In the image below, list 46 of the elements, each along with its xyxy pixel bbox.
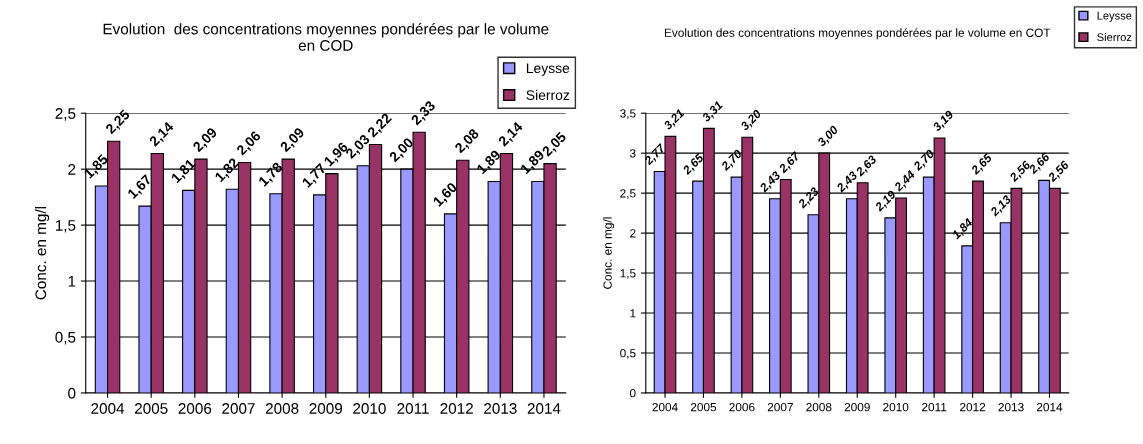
- x-tick-label: 2008: [806, 402, 832, 412]
- y-tick-label: 0,5: [55, 331, 76, 345]
- data-label: 1,81: [170, 158, 198, 185]
- chart-title: Evolution des concentrations moyennes pondérées par le volume en COD: [103, 23, 549, 51]
- x-tick-label: 2005: [690, 402, 717, 412]
- x-tick-label: 2010: [883, 402, 909, 412]
- x-tick-label: 2011: [922, 402, 947, 412]
- data-label: 3,20: [739, 108, 764, 133]
- y-tick-label: 2,5: [620, 189, 636, 199]
- legend-label: Sierroz: [1097, 32, 1132, 42]
- y-tick-label: 0: [629, 388, 636, 398]
- y-tick-label: 2: [630, 229, 636, 238]
- x-tick-label: 2013: [484, 403, 517, 414]
- x-tick-label: 2006: [178, 403, 212, 414]
- chart-title: Evolution des concentrations moyennes pondérées par le volume en COT: [664, 28, 1051, 40]
- y-tick-label: 1: [68, 276, 76, 287]
- y-tick-label: 3,5: [620, 109, 636, 120]
- y-tick-label: 0: [68, 387, 76, 399]
- x-tick-label: 2010: [353, 403, 386, 414]
- x-tick-label: 2012: [440, 403, 473, 414]
- x-tick-label: 2008: [265, 403, 299, 414]
- legend-label: Leysse: [526, 63, 570, 76]
- legend-label: Sierroz: [526, 89, 570, 101]
- legend-label: Leysse: [1097, 11, 1132, 22]
- x-tick-label: 2014: [527, 403, 561, 414]
- x-tick-label: 2004: [91, 403, 125, 414]
- y-tick-label: 3: [629, 149, 636, 158]
- x-tick-label: 2006: [729, 402, 755, 412]
- x-tick-label: 2011: [397, 403, 429, 414]
- x-tick-label: 2007: [767, 402, 793, 412]
- x-tick-label: 2013: [998, 402, 1024, 412]
- x-tick-label: 2004: [652, 402, 678, 412]
- y-tick-label: 0,5: [620, 349, 636, 359]
- x-tick-label: 2009: [309, 403, 343, 414]
- x-tick-label: 2014: [1036, 402, 1063, 412]
- x-tick-label: 2005: [134, 403, 168, 414]
- x-tick-label: 2012: [960, 402, 986, 412]
- y-tick-label: 2,5: [55, 108, 76, 121]
- x-tick-label: 2007: [222, 403, 255, 414]
- y-tick-label: 2: [68, 164, 76, 175]
- y-tick-label: 1: [630, 309, 636, 318]
- y-tick-label: 1,5: [620, 269, 636, 279]
- x-tick-label: 2009: [844, 402, 870, 412]
- y-axis-title: Conc. en mg/l: [603, 217, 615, 289]
- y-tick-label: 1,5: [55, 220, 76, 233]
- y-axis-title: Conc. en mg/l: [34, 206, 50, 300]
